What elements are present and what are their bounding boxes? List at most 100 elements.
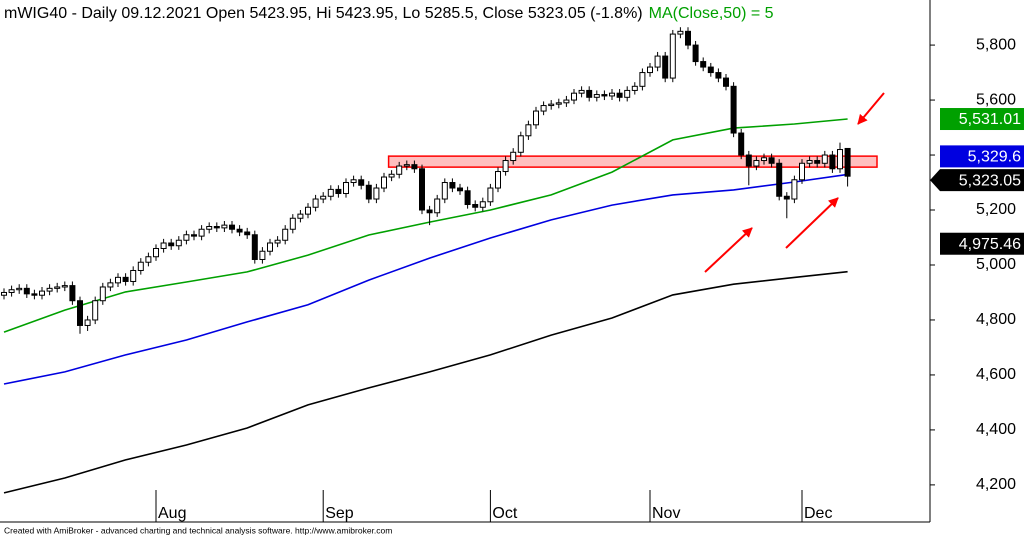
candle-body [533, 110, 539, 126]
value-box [940, 232, 1024, 255]
y-tick-label: 5,000 [976, 256, 1016, 273]
value-box [940, 145, 1024, 168]
candle-body [555, 102, 562, 105]
ma-line [3, 270, 848, 494]
candle-body [517, 135, 524, 153]
candle-body [419, 168, 425, 211]
candle-body [39, 290, 45, 296]
candle-body [267, 242, 273, 252]
candle-body [16, 287, 23, 291]
candle-body [487, 187, 494, 203]
candle-body [844, 147, 851, 177]
candle-body [312, 198, 319, 208]
candle-body [305, 206, 311, 215]
candle-body [221, 224, 228, 229]
candle-body [358, 179, 365, 186]
candle-body [669, 33, 676, 79]
candle-body [365, 184, 372, 200]
candle-body [297, 213, 304, 219]
x-tick-label: Aug [158, 505, 186, 522]
candle-body [137, 261, 144, 271]
candle-body [464, 190, 471, 206]
candle-body [578, 89, 585, 94]
candle-body [472, 204, 479, 208]
value-box-label: 5,531.01 [959, 111, 1021, 128]
value-box [940, 108, 1024, 131]
candle-body [289, 217, 296, 230]
candle-body [685, 30, 691, 46]
value-box [930, 169, 1024, 192]
candle-body [327, 188, 334, 197]
candle-body [540, 105, 547, 112]
candle-body [122, 276, 129, 282]
candle-body [768, 157, 775, 164]
candle-body [639, 72, 646, 87]
y-tick-label: 4,600 [976, 366, 1016, 383]
candle-body [373, 187, 380, 200]
candle-body [236, 228, 243, 233]
candle-body [107, 282, 114, 288]
candle-body [586, 89, 593, 98]
y-tick-label: 4,800 [976, 311, 1016, 328]
candle-body [396, 165, 403, 175]
candle-body [814, 160, 821, 164]
candle-body [160, 242, 167, 249]
candle-body [403, 164, 410, 167]
candle-body [677, 30, 684, 35]
candle-body [441, 182, 448, 200]
x-tick-label: Dec [804, 505, 832, 522]
arrow [785, 197, 839, 249]
candle-body [153, 247, 159, 258]
candle-body [624, 89, 631, 98]
candle-body [77, 300, 83, 326]
candle-body [449, 182, 456, 189]
candle-body [92, 300, 99, 321]
candle-body [168, 242, 175, 247]
candle-body [175, 239, 182, 247]
candle-body [259, 250, 266, 260]
candle-body [183, 234, 190, 241]
candle-body [84, 319, 91, 326]
candle-body [745, 154, 752, 167]
arrow [857, 92, 885, 125]
candle-body [46, 287, 53, 292]
candle-body [1, 291, 7, 296]
candle-body [791, 179, 798, 200]
candle-body [723, 77, 729, 87]
candle-body [320, 195, 327, 200]
candle-body [213, 226, 220, 229]
candle-body [616, 92, 623, 98]
x-tick-label: Sep [325, 505, 354, 522]
candle-body [806, 160, 813, 164]
candle-body [251, 234, 258, 260]
candle-body [525, 124, 532, 137]
candle-body [571, 92, 577, 101]
candle-body [274, 239, 281, 244]
candle-body [457, 187, 463, 192]
candle-body [350, 179, 357, 184]
candle-body [563, 99, 570, 104]
candle-body [647, 66, 653, 74]
y-tick-label: 4,400 [976, 421, 1016, 438]
candle-body [411, 164, 418, 170]
candle-body [388, 173, 395, 178]
candle-body [715, 72, 722, 79]
candle-body [426, 209, 433, 214]
candle-body [343, 182, 349, 195]
y-tick-label: 5,200 [976, 201, 1016, 218]
candle-body [700, 61, 707, 68]
candle-body [130, 269, 137, 282]
candle-body [335, 188, 342, 195]
candle-body [837, 149, 843, 170]
candle-body [707, 66, 714, 74]
candle-body [662, 55, 669, 79]
candle-body [654, 55, 661, 68]
candle-body [191, 234, 197, 237]
value-box-label: 5,323.05 [959, 172, 1021, 189]
candle-body [783, 195, 790, 200]
ma-line [3, 173, 848, 385]
arrow [704, 227, 753, 273]
candle-body [99, 286, 106, 302]
